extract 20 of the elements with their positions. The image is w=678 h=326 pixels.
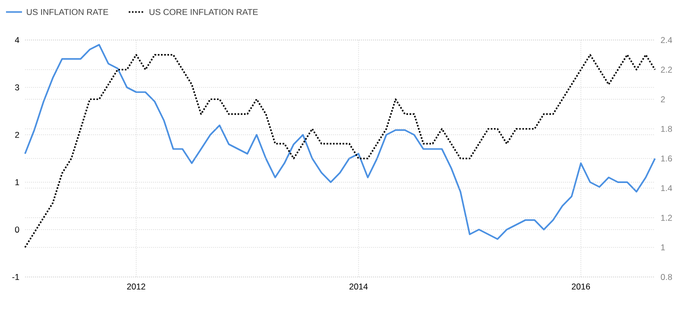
y2-tick-label: 0.8 [660,274,672,280]
legend-label: US CORE INFLATION RATE [150,8,258,15]
x-tick-label: 2012 [127,284,146,290]
y2-tick-label: 1.2 [661,214,672,221]
y-tick-label: 3 [15,84,20,90]
y2-tick-label: 2 [660,96,665,102]
y-tick-label: 0 [15,226,20,233]
x-tick-label: 2016 [572,284,590,290]
x-tick-label: 2014 [350,284,368,290]
y-tick-label: 1 [15,179,20,186]
y2-tick-label: 2.2 [660,66,672,73]
y2-tick-label: 1 [661,244,665,250]
legend-label: US INFLATION RATE [26,8,108,15]
y2-tick-label: 1.4 [661,185,672,192]
y2-tick-label: 1.6 [661,155,672,162]
y-tick-label: -1 [12,274,20,280]
y2-tick-label: 1.8 [661,126,672,132]
y2-tick-label: 2.4 [660,37,672,43]
y-tick-label: 4 [14,37,20,43]
y-tick-label: 2 [15,132,20,138]
